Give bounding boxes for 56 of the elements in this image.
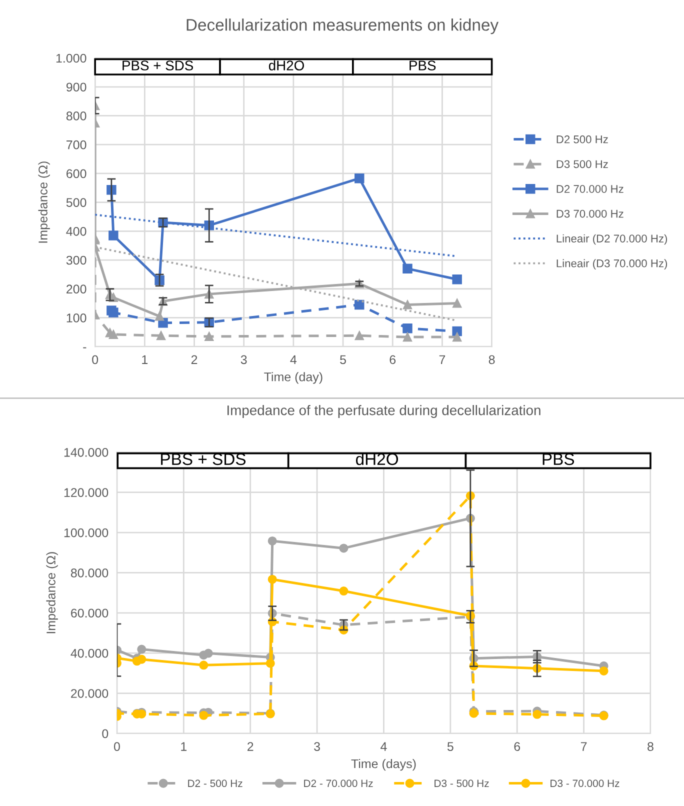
legend-label: D3 - 500 Hz [434, 780, 489, 788]
y-tick-label: 80.000 [70, 568, 108, 578]
x-tick-label: 2 [247, 742, 254, 751]
x-tick-label: 7 [439, 355, 446, 364]
x-tick-label: 6 [514, 742, 520, 751]
x-tick-label: 2 [191, 355, 198, 364]
band-label: PBS [410, 60, 436, 70]
chart-title: Impedance of the perfusate during decellularization [228, 405, 540, 418]
x-tick-label: 6 [390, 355, 396, 364]
y-tick-label: - [83, 347, 86, 348]
x-tick-label: 1 [142, 355, 148, 364]
legend-label: Lineair (D3 70.000 Hz) [556, 259, 668, 270]
legend-label: D2 500 Hz [556, 135, 608, 144]
y-tick-label: 120.000 [64, 488, 108, 498]
x-tick-label: 5 [447, 742, 454, 751]
x-tick-label: 1 [181, 742, 187, 751]
band-label: dH2O [356, 452, 398, 466]
y-tick-label: 60.000 [71, 608, 108, 618]
x-tick-label: 0 [114, 742, 120, 751]
y-axis-title: Impedance (Ω) [38, 162, 50, 243]
y-tick-label: 140.000 [64, 448, 108, 457]
y-tick-label: 400 [66, 226, 86, 236]
y-tick-label: 800 [66, 112, 86, 120]
x-tick-label: 4 [290, 355, 297, 364]
y-tick-label: 700 [66, 140, 86, 150]
y-tick-label: 200 [66, 284, 86, 294]
y-tick-label: 40.000 [70, 648, 108, 658]
y-tick-label: 100.000 [64, 528, 108, 538]
x-tick-label: 3 [240, 355, 247, 364]
x-tick-label: 4 [380, 742, 387, 751]
band-label: dH2O [268, 60, 304, 70]
legend-label: D3 - 70.000 Hz [550, 780, 620, 788]
y-tick-label: 20.000 [71, 689, 108, 698]
chart-title: Decellularization measurements on kidney [186, 18, 499, 34]
legend-label: D2 - 500 Hz [188, 780, 242, 788]
y-tick-label: 0 [102, 729, 108, 738]
legend-label: D3 500 Hz [556, 160, 608, 168]
x-tick-label: 3 [314, 742, 320, 751]
y-tick-label: 100 [66, 314, 86, 322]
legend-label: Lineair (D2 70.000 Hz) [556, 234, 668, 245]
band-label: PBS + SDS [122, 60, 194, 70]
legend-label: D3 70.000 Hz [556, 210, 624, 218]
legend-label: D2 70.000 Hz [556, 185, 624, 193]
y-tick-label: 500 [66, 198, 86, 207]
y-tick-label: 1.000 [56, 54, 86, 63]
x-tick-label: 8 [488, 355, 495, 364]
y-tick-label: 600 [66, 169, 86, 178]
y-tick-label: 300 [66, 256, 86, 265]
x-axis-title: Time (day) [264, 372, 322, 384]
x-tick-label: 8 [648, 742, 654, 751]
y-tick-label: 900 [66, 82, 86, 92]
y-axis-title: Impedance (Ω) [46, 552, 58, 634]
x-tick-label: 7 [580, 742, 587, 751]
x-tick-label: 5 [340, 355, 346, 364]
legend-label: D2 - 70.000 Hz [304, 780, 373, 788]
x-axis-title: Time (days) [351, 759, 416, 771]
